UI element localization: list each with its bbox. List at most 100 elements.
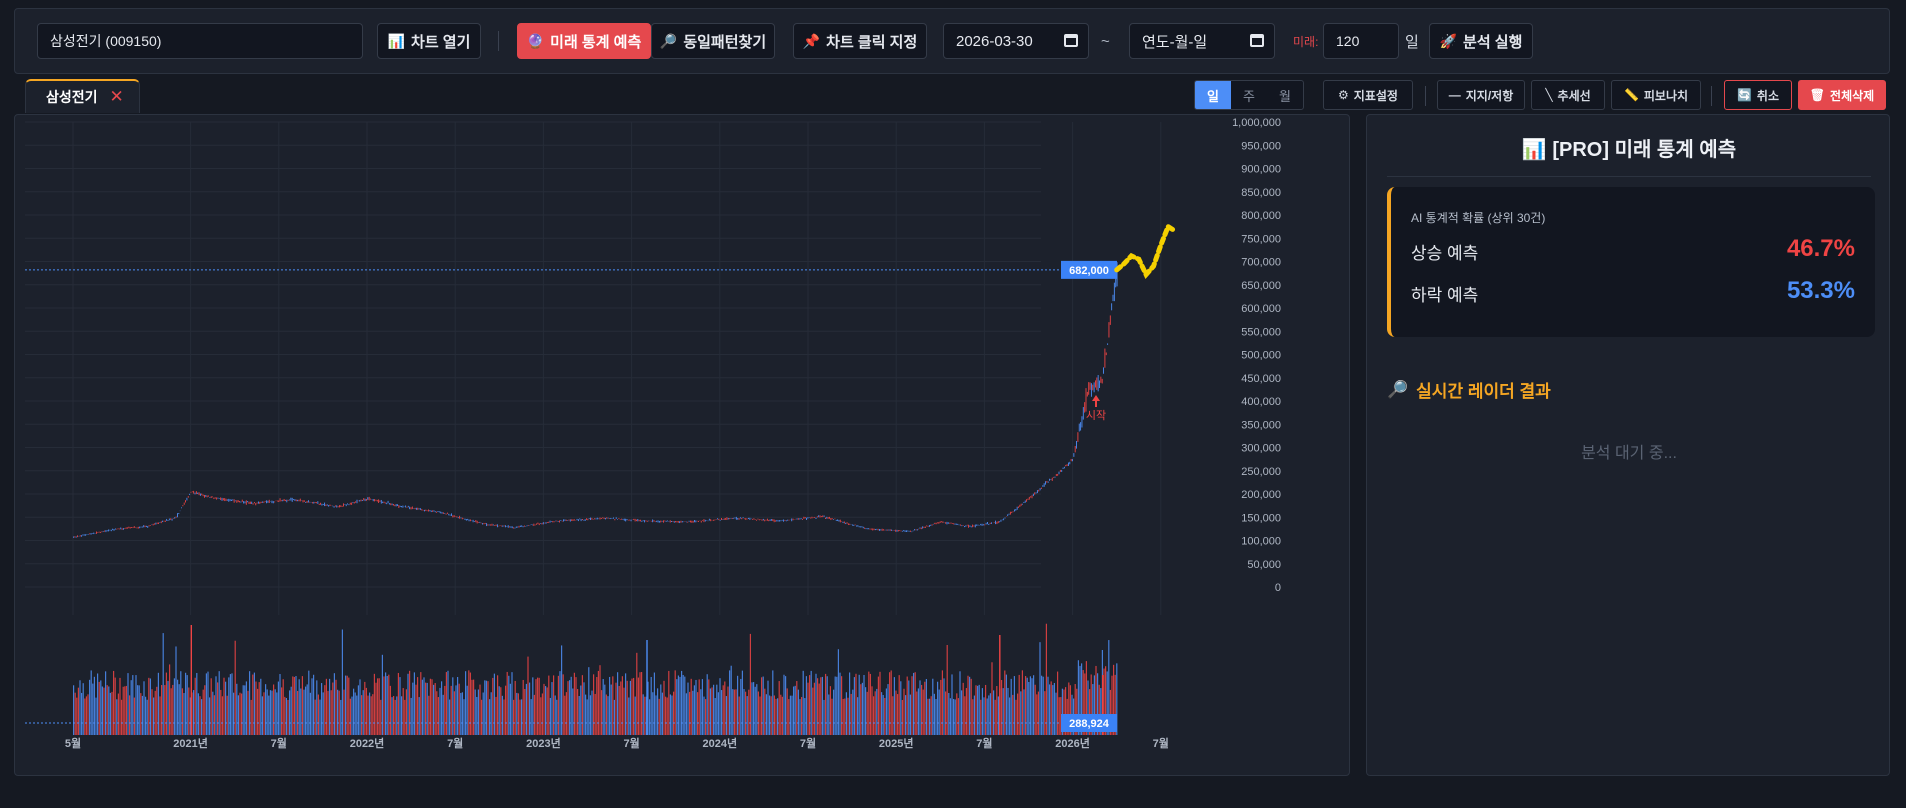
volume-bar: [508, 675, 510, 735]
volume-bar: [433, 684, 435, 735]
open-chart-button[interactable]: 📊 차트 열기: [377, 23, 481, 59]
trendline-button[interactable]: ╲ 추세선: [1531, 80, 1605, 110]
volume-bar: [468, 670, 470, 735]
undo-button[interactable]: 🔄 취소: [1724, 80, 1792, 110]
volume-bar: [585, 694, 587, 735]
volume-bar: [452, 677, 454, 735]
volume-bar: [1102, 675, 1104, 735]
volume-bar: [349, 698, 351, 735]
volume-bar: [892, 696, 894, 735]
start-marker-label: 시작: [1086, 409, 1106, 422]
volume-bar: [634, 696, 636, 735]
support-resistance-button[interactable]: — 지지/저항: [1437, 80, 1525, 110]
stock-search-input[interactable]: 삼성전기 (009150): [37, 23, 363, 59]
volume-bar: [1109, 689, 1111, 735]
future-predict-button[interactable]: 🔮 미래 통계 예측: [517, 23, 651, 59]
volume-bar: [167, 680, 169, 735]
volume-bar: [156, 686, 158, 735]
volume-bar: [124, 686, 126, 735]
volume-bar: [799, 699, 801, 735]
volume-bar: [453, 691, 455, 735]
volume-bar: [519, 699, 521, 735]
volume-bar: [714, 698, 716, 735]
volume-bar: [548, 675, 550, 735]
volume-bar: [257, 688, 259, 735]
volume-bar: [1092, 684, 1094, 735]
diagonal-line-icon: ╲: [1545, 88, 1553, 102]
volume-bar: [236, 683, 238, 735]
volume-bar: [458, 683, 460, 735]
volume-bar: [957, 698, 959, 735]
volume-bar: [561, 645, 563, 735]
pattern-search-button[interactable]: 🔎 동일패턴찾기: [651, 23, 775, 59]
start-date-input[interactable]: 2026-03-30: [943, 23, 1089, 59]
volume-bar: [258, 682, 260, 735]
volume-bar: [190, 625, 192, 735]
volume-bar: [1044, 691, 1046, 735]
volume-bar: [593, 674, 595, 735]
volume-bar: [741, 670, 743, 735]
volume-bar: [927, 698, 929, 735]
x-tick-label: 2024년: [703, 736, 738, 750]
volume-bar: [988, 695, 990, 735]
volume-bar: [113, 670, 115, 735]
volume-bar: [517, 693, 519, 735]
period-day[interactable]: 일: [1195, 81, 1231, 109]
indicator-settings-button[interactable]: ⚙ 지표설정: [1323, 80, 1413, 110]
volume-bar: [421, 679, 423, 735]
close-icon[interactable]: ✕: [109, 87, 124, 106]
volume-bar: [95, 697, 97, 735]
calendar-icon[interactable]: [1064, 34, 1078, 47]
volume-bar: [911, 676, 913, 735]
volume-bar: [181, 688, 183, 735]
volume-bar: [359, 679, 361, 735]
volume-bar: [244, 685, 246, 735]
volume-bar: [209, 697, 211, 735]
tab-stock[interactable]: 삼성전기 ✕: [25, 79, 140, 113]
volume-bar: [469, 672, 471, 735]
volume-bar: [554, 695, 556, 735]
calendar-icon[interactable]: [1250, 34, 1264, 47]
run-analysis-button[interactable]: 🚀 분석 실행: [1429, 23, 1533, 59]
period-month[interactable]: 월: [1279, 88, 1291, 104]
volume-bar: [745, 691, 747, 735]
bar-chart-icon: 📊: [387, 32, 406, 49]
volume-bar: [450, 685, 452, 735]
chart-panel[interactable]: 1,000,000 950,000 900,000 850,000 800,000 750…: [14, 114, 1350, 776]
volume-bar: [362, 690, 364, 735]
future-days-input[interactable]: 120: [1323, 23, 1399, 59]
volume-bar: [852, 689, 854, 735]
volume-bar: [565, 692, 567, 735]
price-chart[interactable]: 1,000,000 950,000 900,000 850,000 800,000 750…: [15, 115, 1351, 777]
volume-bar: [607, 696, 609, 735]
volume-bar: [812, 687, 814, 735]
y-tick-label: 550,000: [1241, 326, 1281, 338]
period-week[interactable]: 주: [1243, 88, 1255, 104]
volume-bar: [860, 684, 862, 735]
pattern-search-label: 동일패턴찾기: [683, 33, 767, 51]
volume-bar: [589, 695, 591, 735]
volume-bar: [79, 680, 81, 735]
future-days-label: 미래:: [1293, 34, 1319, 49]
volume-bar: [194, 677, 196, 735]
volume-bar: [316, 680, 318, 735]
volume-bar: [580, 685, 582, 735]
fibonacci-button[interactable]: 📏 피보나치: [1611, 80, 1701, 110]
volume-bar: [684, 676, 686, 735]
volume-bar: [652, 692, 654, 735]
prediction-side-panel: 📊 [PRO] 미래 통계 예측 AI 통계적 확률 (상위 30건) 상승 예…: [1366, 114, 1890, 776]
start-date-value: 2026-03-30: [956, 32, 1033, 50]
volume-bar: [807, 682, 809, 735]
volume-bar: [1097, 673, 1099, 735]
y-tick-label: 500,000: [1241, 350, 1281, 362]
volume-bar: [1057, 671, 1059, 735]
volume-bar: [906, 676, 908, 735]
volume-bar: [169, 664, 171, 735]
volume-bar: [649, 699, 651, 735]
volume-bar: [538, 677, 540, 735]
delete-all-button[interactable]: 🗑 전체삭제: [1798, 80, 1886, 110]
end-date-input[interactable]: 연도-월-일: [1129, 23, 1275, 59]
volume-bar: [887, 684, 889, 735]
volume-bar: [826, 676, 828, 735]
chart-click-button[interactable]: 📌 차트 클릭 지정: [793, 23, 927, 59]
